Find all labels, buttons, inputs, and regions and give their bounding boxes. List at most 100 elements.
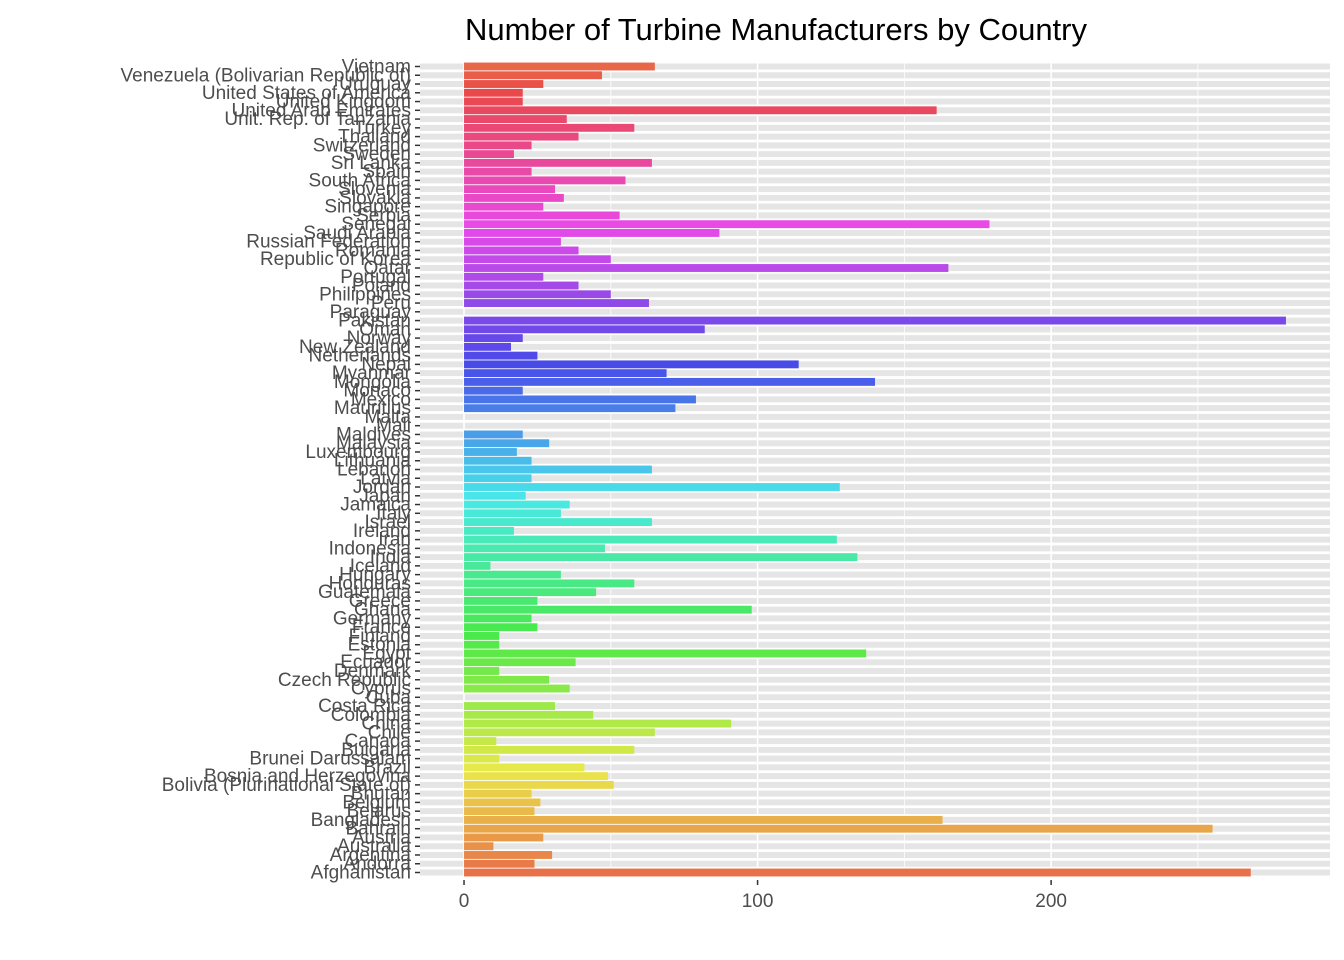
- bar-belarus: [464, 807, 535, 816]
- y-tick-label: Vietnam: [342, 57, 411, 78]
- y-tick-label: Ireland: [353, 521, 411, 542]
- bar-estonia: [464, 640, 500, 649]
- bar-indonesia: [464, 544, 605, 553]
- bar-costa-rica: [464, 702, 556, 710]
- y-tick-label: Pakistan: [338, 311, 411, 332]
- y-tick-label: Finland: [349, 626, 411, 647]
- bar-italy: [464, 509, 561, 518]
- bar-canada: [464, 737, 497, 746]
- y-tick-label: Brunei Darussalam: [249, 749, 411, 770]
- bar-france: [464, 623, 538, 632]
- bar-nepal: [464, 360, 799, 369]
- bar-israel: [464, 518, 652, 527]
- bar-sweden: [464, 150, 514, 159]
- y-tick-label: Jamaica: [340, 495, 411, 516]
- bar-united-states-of-america: [464, 88, 523, 97]
- y-tick-label: New Zealand: [299, 337, 411, 358]
- bar-slovakia: [464, 193, 564, 202]
- y-tick-label: Nepal: [361, 354, 411, 375]
- y-tick-label: Sweden: [342, 144, 411, 165]
- bar-turkey: [464, 123, 635, 132]
- y-tick-label: Bhutan: [351, 784, 411, 805]
- bar-spain: [464, 167, 532, 176]
- bar-latvia: [464, 474, 532, 483]
- bar-switzerland: [464, 141, 532, 150]
- y-tick-label: Senegal: [341, 214, 411, 235]
- bar-bangladesh: [464, 815, 943, 824]
- bar-ghana: [464, 605, 752, 614]
- bar-senegal: [464, 220, 990, 229]
- bar-united-kingdom: [464, 97, 523, 106]
- y-tick-label: Spain: [362, 162, 411, 183]
- y-tick-label: Estonia: [348, 635, 412, 656]
- bar-saudi-arabia: [464, 229, 720, 237]
- y-tick-label: Greece: [349, 591, 411, 612]
- y-tick-label: Russian Federation: [246, 232, 411, 253]
- x-tick-label: 100: [742, 891, 774, 912]
- bar-china: [464, 719, 732, 728]
- y-tick-label: Cyprus: [351, 679, 411, 700]
- y-tick-label: Mauritius: [334, 398, 411, 419]
- bar-bulgaria: [464, 745, 635, 754]
- bar-vietnam: [464, 62, 655, 71]
- bar-japan: [464, 491, 526, 500]
- y-tick-label: Italy: [376, 503, 411, 524]
- y-tick-label: Lebanon: [337, 460, 411, 481]
- y-tick-label: Iceland: [350, 556, 411, 577]
- bar-argentina: [464, 851, 553, 859]
- bar-cyprus: [464, 684, 570, 693]
- bar-lithuania: [464, 456, 532, 465]
- y-tick-label: Bangladesh: [311, 810, 411, 831]
- bar-russian-federation: [464, 237, 561, 246]
- x-axis: 0 100 200: [459, 880, 1067, 912]
- bar-mexico: [464, 395, 696, 404]
- y-tick-label: Canada: [344, 731, 411, 752]
- bar-unit-rep-of-tanzania: [464, 115, 567, 124]
- bar-oman: [464, 325, 705, 334]
- y-tick-label: Germany: [333, 608, 412, 629]
- bar-singapore: [464, 202, 544, 211]
- x-tick-label: 200: [1035, 891, 1067, 912]
- y-tick-label: Bahrain: [346, 819, 412, 840]
- y-tick-label: Thailand: [338, 127, 411, 148]
- bar-south-africa: [464, 176, 626, 185]
- bar-bhutan: [464, 789, 532, 798]
- bar-mauritius: [464, 404, 676, 413]
- bar-guatemala: [464, 588, 597, 597]
- y-tick-label: Lithuania: [334, 451, 412, 472]
- y-tick-label: Mali: [376, 416, 411, 437]
- y-tick-label: Colombia: [331, 705, 412, 726]
- bar-malaysia: [464, 439, 550, 448]
- bar-new-zealand: [464, 342, 511, 351]
- y-tick-label: Malaysia: [336, 433, 411, 454]
- y-tick-label: Honduras: [329, 573, 411, 594]
- bar-hungary: [464, 570, 561, 579]
- y-tick-label: Ghana: [354, 600, 411, 621]
- y-tick-label: Qatar: [363, 258, 411, 279]
- y-tick-label: Argentina: [330, 845, 412, 866]
- bar-belgium: [464, 798, 541, 807]
- y-tick-label: Jordan: [353, 477, 411, 498]
- bar-thailand: [464, 132, 579, 141]
- y-tick-label: Ecuador: [340, 652, 411, 673]
- y-tick-label: Indonesia: [329, 538, 412, 559]
- bar-chile: [464, 728, 655, 737]
- x-tick-label: 0: [459, 891, 470, 912]
- bar-bahrain: [464, 824, 1213, 833]
- bar-germany: [464, 614, 532, 623]
- bar-maldives: [464, 430, 523, 439]
- bar-brunei-darussalam: [464, 754, 500, 763]
- bar-portugal: [464, 272, 544, 281]
- y-tick-label: Paraguay: [330, 302, 412, 323]
- y-tick-label: Bosnia and Herzegovina: [204, 766, 411, 787]
- bar-netherlands: [464, 351, 538, 360]
- y-tick-label: Netherlands: [309, 346, 411, 367]
- bar-uruguay: [464, 80, 544, 88]
- y-tick-label: Philippines: [319, 284, 411, 305]
- bar-sri-lanka: [464, 158, 652, 167]
- bar-poland: [464, 281, 579, 290]
- bar-lebanon: [464, 465, 652, 474]
- y-tick-label: Venezuela (Bolivarian Republic of): [121, 65, 411, 86]
- bar-philippines: [464, 290, 611, 299]
- y-axis: AfghanistanAndorraArgentinaAustraliaAust…: [121, 57, 420, 884]
